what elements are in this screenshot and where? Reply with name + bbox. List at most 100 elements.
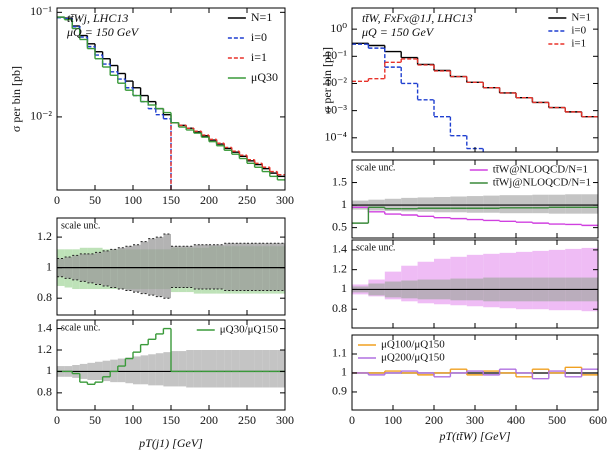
- plot-area: [352, 247, 598, 312]
- band: [239, 243, 247, 291]
- y-tick-label: 1.1: [332, 346, 347, 360]
- band: [125, 357, 133, 384]
- x-tick-label: 0: [349, 413, 355, 427]
- annotation: μQ = 150 GeV: [361, 25, 435, 39]
- y-tick-label: 10⁻³: [325, 102, 347, 116]
- band: [516, 195, 533, 214]
- band: [178, 351, 187, 387]
- y-tick-label: 1.4: [37, 320, 52, 334]
- band: [102, 250, 111, 286]
- x-tick-label: 50: [89, 413, 101, 427]
- band: [269, 243, 278, 291]
- legend-label: N=1: [251, 10, 272, 24]
- annotation: scale unc.: [356, 242, 395, 253]
- x-tick-label: 0: [54, 413, 60, 427]
- y-tick-label: 10⁻¹: [30, 4, 52, 18]
- band: [163, 352, 171, 387]
- x-tick-label: 300: [276, 413, 294, 427]
- annotation: tt̄Wj, LHC13: [67, 11, 128, 25]
- x-tick-label: 400: [507, 413, 525, 427]
- band: [193, 350, 202, 388]
- band: [117, 358, 126, 383]
- x-axis-label: pT(j1) [GeV]: [138, 436, 203, 450]
- band: [140, 355, 149, 385]
- y-tick-label: 0.8: [37, 385, 52, 399]
- legend-label: μQ200/μQ150: [381, 352, 445, 364]
- band: [483, 195, 500, 213]
- band: [231, 243, 240, 291]
- y-tick-label: 10⁰: [330, 21, 347, 35]
- x-tick-label: 150: [162, 413, 180, 427]
- legend-label: tt̄Wj@NLOQCD/N=1: [493, 177, 591, 189]
- y-tick-label: 0.5: [332, 219, 347, 233]
- y-tick-label: 1.2: [37, 229, 52, 243]
- plot-area: [57, 327, 285, 388]
- band: [254, 350, 263, 388]
- x-tick-label: 600: [589, 413, 607, 427]
- band: [269, 350, 278, 388]
- x-tick-label: 250: [238, 193, 256, 207]
- legend-label: i=0: [571, 25, 586, 37]
- y-tick-label: 1: [46, 363, 52, 377]
- band: [110, 249, 118, 288]
- band: [247, 243, 255, 291]
- x-tick-label: 500: [548, 413, 566, 427]
- band: [216, 350, 225, 388]
- annotation: tt̄W, FxFx@1J, LHC13: [362, 11, 473, 25]
- y-tick-label: 10⁻²: [30, 109, 52, 123]
- band: [532, 194, 549, 214]
- legend-label: i=0: [251, 30, 267, 44]
- x-tick-label: 50: [89, 193, 101, 207]
- annotation: scale unc.: [356, 162, 395, 173]
- legend-label: i=1: [251, 50, 267, 64]
- band: [565, 194, 582, 214]
- band: [581, 194, 598, 214]
- band: [193, 244, 202, 290]
- legend-label: N=1: [571, 12, 591, 24]
- y-tick-label: 0.8: [332, 301, 347, 315]
- y-tick-label: 1.2: [37, 342, 52, 356]
- y-tick-label: 1.4: [332, 242, 347, 256]
- band: [186, 246, 194, 288]
- band: [277, 350, 285, 388]
- band: [548, 194, 566, 214]
- y-tick-label: 10⁻⁴: [324, 130, 347, 144]
- legend-label: μQ100/μQ150: [381, 339, 445, 351]
- y-tick-label: 1: [341, 197, 347, 211]
- legend-label: i=1: [571, 38, 586, 50]
- band: [499, 195, 516, 214]
- band: [201, 350, 209, 388]
- band: [201, 244, 209, 290]
- band: [209, 350, 217, 388]
- plot-area: [352, 366, 598, 380]
- band: [171, 246, 179, 288]
- x-tick-label: 300: [466, 413, 484, 427]
- band: [262, 243, 270, 291]
- y-tick-label: 1.5: [332, 174, 347, 188]
- legend-label: μQ30: [251, 70, 278, 84]
- band: [277, 243, 285, 291]
- band: [254, 243, 263, 291]
- plot-area: [352, 42, 598, 152]
- y-tick-label: 0.8: [37, 290, 52, 304]
- plot-area: [57, 16, 285, 190]
- x-tick-label: 0: [54, 193, 60, 207]
- legend-label: μQ30/μQ150: [220, 324, 279, 336]
- band: [224, 243, 232, 291]
- band: [209, 244, 217, 290]
- annotation: μQ = 150 GeV: [66, 25, 140, 39]
- y-tick-label: 1: [341, 365, 347, 379]
- annotation: scale unc.: [61, 322, 100, 333]
- x-tick-label: 100: [124, 413, 142, 427]
- y-tick-label: 10⁻¹: [325, 48, 347, 62]
- x-tick-label: 100: [384, 413, 402, 427]
- band: [262, 350, 270, 388]
- annotation: scale unc.: [61, 220, 100, 231]
- band: [163, 234, 171, 299]
- band: [466, 196, 484, 213]
- band: [239, 350, 247, 388]
- plot-area: [57, 233, 285, 299]
- x-axis-label: pT(tt̄W) [GeV]: [439, 429, 511, 443]
